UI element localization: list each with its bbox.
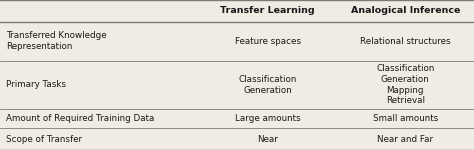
Text: Small amounts: Small amounts: [373, 114, 438, 123]
Text: Primary Tasks: Primary Tasks: [6, 80, 66, 89]
Text: Relational structures: Relational structures: [360, 37, 451, 46]
Text: Analogical Inference: Analogical Inference: [351, 6, 460, 15]
Text: Feature spaces: Feature spaces: [235, 37, 301, 46]
Text: Classification
Generation: Classification Generation: [238, 75, 297, 95]
Text: Classification
Generation
Mapping
Retrieval: Classification Generation Mapping Retrie…: [376, 64, 435, 105]
Text: Large amounts: Large amounts: [235, 114, 301, 123]
Text: Transferred Knowledge
Representation: Transferred Knowledge Representation: [6, 31, 107, 51]
Text: Scope of Transfer: Scope of Transfer: [6, 135, 82, 144]
Text: Amount of Required Training Data: Amount of Required Training Data: [6, 114, 155, 123]
Text: Near and Far: Near and Far: [377, 135, 433, 144]
Text: Near: Near: [257, 135, 278, 144]
Text: Transfer Learning: Transfer Learning: [220, 6, 315, 15]
